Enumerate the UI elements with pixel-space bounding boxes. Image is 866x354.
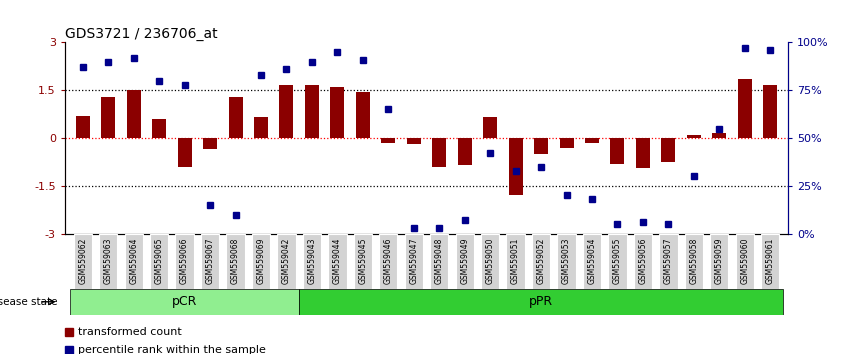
Text: GSM559068: GSM559068: [231, 238, 240, 284]
Bar: [687, 135, 701, 138]
Bar: [178, 138, 191, 167]
Bar: [534, 138, 548, 154]
Bar: [508, 138, 522, 195]
Text: GSM559054: GSM559054: [587, 238, 597, 284]
FancyBboxPatch shape: [299, 289, 783, 315]
Bar: [713, 133, 727, 138]
Text: GSM559058: GSM559058: [689, 238, 698, 284]
Bar: [305, 85, 319, 138]
Text: GSM559069: GSM559069: [256, 238, 266, 284]
FancyBboxPatch shape: [659, 234, 677, 289]
Text: GSM559050: GSM559050: [486, 238, 494, 284]
Text: GSM559044: GSM559044: [333, 238, 342, 284]
Text: GSM559053: GSM559053: [562, 238, 571, 284]
FancyBboxPatch shape: [379, 234, 397, 289]
FancyBboxPatch shape: [735, 234, 754, 289]
FancyBboxPatch shape: [226, 234, 245, 289]
FancyBboxPatch shape: [710, 234, 728, 289]
Text: GSM559059: GSM559059: [714, 238, 724, 284]
Text: pPR: pPR: [529, 295, 553, 308]
FancyBboxPatch shape: [456, 234, 474, 289]
FancyBboxPatch shape: [685, 234, 703, 289]
Bar: [407, 138, 421, 144]
Text: GSM559064: GSM559064: [129, 238, 139, 284]
FancyBboxPatch shape: [99, 234, 118, 289]
Text: GSM559065: GSM559065: [155, 238, 164, 284]
Text: GSM559060: GSM559060: [740, 238, 749, 284]
Text: percentile rank within the sample: percentile rank within the sample: [78, 345, 266, 354]
FancyBboxPatch shape: [125, 234, 143, 289]
Bar: [101, 97, 115, 138]
FancyBboxPatch shape: [176, 234, 194, 289]
Bar: [381, 138, 395, 143]
Text: GSM559063: GSM559063: [104, 238, 113, 284]
Bar: [254, 117, 268, 138]
Bar: [204, 138, 217, 149]
Bar: [331, 87, 345, 138]
Text: GSM559052: GSM559052: [537, 238, 546, 284]
Text: GSM559048: GSM559048: [435, 238, 443, 284]
Bar: [662, 138, 675, 162]
FancyBboxPatch shape: [507, 234, 525, 289]
FancyBboxPatch shape: [353, 234, 372, 289]
FancyBboxPatch shape: [481, 234, 500, 289]
FancyBboxPatch shape: [634, 234, 652, 289]
Text: GSM559056: GSM559056: [638, 238, 648, 284]
FancyBboxPatch shape: [328, 234, 346, 289]
Bar: [483, 117, 497, 138]
FancyBboxPatch shape: [761, 234, 779, 289]
Text: GDS3721 / 236706_at: GDS3721 / 236706_at: [65, 28, 217, 41]
Bar: [280, 85, 294, 138]
Bar: [356, 92, 370, 138]
Text: GSM559046: GSM559046: [384, 238, 393, 284]
Bar: [126, 90, 140, 138]
FancyBboxPatch shape: [583, 234, 601, 289]
FancyBboxPatch shape: [532, 234, 550, 289]
Text: GSM559043: GSM559043: [307, 238, 316, 284]
Text: GSM559067: GSM559067: [205, 238, 215, 284]
Bar: [458, 138, 472, 165]
FancyBboxPatch shape: [608, 234, 627, 289]
Text: GSM559055: GSM559055: [613, 238, 622, 284]
Bar: [611, 138, 624, 164]
Bar: [229, 97, 242, 138]
Bar: [559, 138, 573, 148]
Text: GSM559045: GSM559045: [359, 238, 367, 284]
FancyBboxPatch shape: [150, 234, 168, 289]
FancyBboxPatch shape: [303, 234, 321, 289]
Text: pCR: pCR: [172, 295, 197, 308]
FancyBboxPatch shape: [430, 234, 449, 289]
Bar: [432, 138, 446, 167]
Text: GSM559061: GSM559061: [766, 238, 775, 284]
FancyBboxPatch shape: [201, 234, 219, 289]
Text: GSM559062: GSM559062: [78, 238, 87, 284]
Text: transformed count: transformed count: [78, 327, 182, 337]
Text: GSM559066: GSM559066: [180, 238, 189, 284]
Text: GSM559051: GSM559051: [511, 238, 520, 284]
Bar: [75, 116, 90, 138]
FancyBboxPatch shape: [558, 234, 576, 289]
FancyBboxPatch shape: [252, 234, 270, 289]
FancyBboxPatch shape: [277, 234, 295, 289]
Text: GSM559042: GSM559042: [282, 238, 291, 284]
Text: GSM559049: GSM559049: [460, 238, 469, 284]
Text: GSM559047: GSM559047: [410, 238, 418, 284]
Bar: [636, 138, 650, 168]
Bar: [152, 119, 166, 138]
Bar: [585, 138, 599, 143]
Bar: [763, 85, 778, 138]
FancyBboxPatch shape: [74, 234, 92, 289]
Text: disease state: disease state: [0, 297, 61, 307]
Text: GSM559057: GSM559057: [664, 238, 673, 284]
Bar: [738, 79, 752, 138]
FancyBboxPatch shape: [404, 234, 423, 289]
FancyBboxPatch shape: [70, 289, 299, 315]
